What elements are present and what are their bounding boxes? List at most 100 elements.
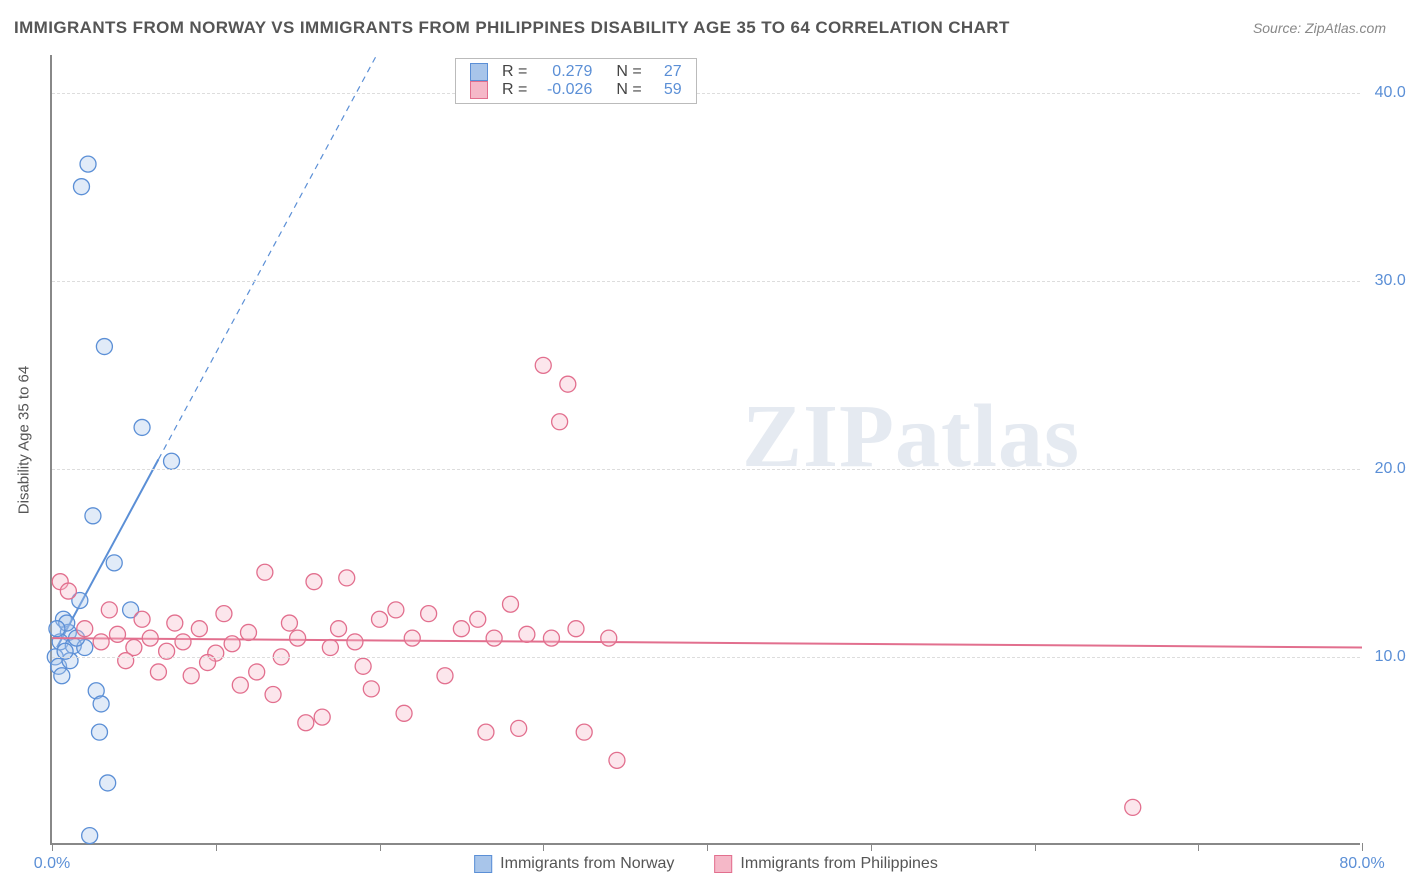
- legend-swatch: [470, 63, 488, 81]
- data-point: [453, 621, 469, 637]
- data-point: [363, 681, 379, 697]
- data-point: [339, 570, 355, 586]
- y-tick-label: 40.0%: [1375, 84, 1406, 102]
- data-point: [511, 720, 527, 736]
- data-point: [101, 602, 117, 618]
- data-point: [241, 624, 257, 640]
- data-point: [142, 630, 158, 646]
- data-point: [568, 621, 584, 637]
- data-point: [224, 636, 240, 652]
- data-point: [134, 419, 150, 435]
- data-point: [609, 752, 625, 768]
- legend-r-label: R =: [502, 81, 527, 99]
- legend-swatch: [470, 81, 488, 99]
- plot-area: ZIPatlas 10.0%20.0%30.0%40.0%0.0%80.0%Im…: [50, 55, 1360, 845]
- data-point: [543, 630, 559, 646]
- x-tick-label: 80.0%: [1339, 855, 1384, 873]
- data-point: [437, 668, 453, 684]
- legend-r-value: 0.279: [537, 63, 592, 81]
- data-point: [306, 574, 322, 590]
- chart-svg: [52, 55, 1360, 843]
- x-tick: [1198, 843, 1199, 851]
- data-point: [355, 658, 371, 674]
- data-point: [314, 709, 330, 725]
- data-point: [560, 376, 576, 392]
- data-point: [85, 508, 101, 524]
- data-point: [404, 630, 420, 646]
- legend-swatch: [714, 855, 732, 873]
- data-point: [331, 621, 347, 637]
- data-point: [503, 596, 519, 612]
- legend-row: R =-0.026N =59: [470, 81, 682, 99]
- data-point: [80, 156, 96, 172]
- data-point: [77, 621, 93, 637]
- data-point: [150, 664, 166, 680]
- data-point: [91, 724, 107, 740]
- data-point: [106, 555, 122, 571]
- data-point: [118, 653, 134, 669]
- legend-r-label: R =: [502, 63, 527, 81]
- gridline-h: [52, 93, 1360, 94]
- x-tick: [380, 843, 381, 851]
- data-point: [421, 606, 437, 622]
- data-point: [298, 715, 314, 731]
- legend-r-value: -0.026: [537, 81, 592, 99]
- data-point: [478, 724, 494, 740]
- legend-swatch: [474, 855, 492, 873]
- y-tick-label: 20.0%: [1375, 460, 1406, 478]
- data-point: [535, 357, 551, 373]
- x-tick-label: 0.0%: [34, 855, 70, 873]
- data-point: [96, 339, 112, 355]
- data-point: [257, 564, 273, 580]
- legend-series-label: Immigrants from Norway: [500, 855, 674, 873]
- data-point: [93, 696, 109, 712]
- data-point: [175, 634, 191, 650]
- data-point: [100, 775, 116, 791]
- data-point: [290, 630, 306, 646]
- data-point: [576, 724, 592, 740]
- data-point: [60, 583, 76, 599]
- data-point: [191, 621, 207, 637]
- y-tick-label: 10.0%: [1375, 648, 1406, 666]
- data-point: [49, 621, 65, 637]
- data-point: [134, 611, 150, 627]
- data-point: [54, 668, 70, 684]
- data-point: [82, 828, 98, 844]
- x-tick: [543, 843, 544, 851]
- data-point: [486, 630, 502, 646]
- x-tick: [871, 843, 872, 851]
- legend-n-value: 27: [652, 63, 682, 81]
- data-point: [1125, 799, 1141, 815]
- data-point: [265, 687, 281, 703]
- data-point: [552, 414, 568, 430]
- data-point: [93, 634, 109, 650]
- x-tick: [52, 843, 53, 851]
- x-tick: [1035, 843, 1036, 851]
- data-point: [183, 668, 199, 684]
- legend-n-label: N =: [616, 63, 641, 81]
- data-point: [322, 640, 338, 656]
- data-point: [216, 606, 232, 622]
- gridline-h: [52, 469, 1360, 470]
- chart-title: IMMIGRANTS FROM NORWAY VS IMMIGRANTS FRO…: [14, 18, 1010, 38]
- data-point: [281, 615, 297, 631]
- data-point: [601, 630, 617, 646]
- y-tick-label: 30.0%: [1375, 272, 1406, 290]
- legend-series-label: Immigrants from Philippines: [740, 855, 937, 873]
- data-point: [388, 602, 404, 618]
- x-tick: [1362, 843, 1363, 851]
- legend-series-item: Immigrants from Philippines: [714, 855, 937, 873]
- gridline-h: [52, 657, 1360, 658]
- source-attribution: Source: ZipAtlas.com: [1253, 20, 1386, 36]
- data-point: [249, 664, 265, 680]
- data-point: [110, 626, 126, 642]
- data-point: [470, 611, 486, 627]
- x-tick: [216, 843, 217, 851]
- legend-series-item: Immigrants from Norway: [474, 855, 674, 873]
- legend-series: Immigrants from Norway Immigrants from Ph…: [474, 855, 938, 873]
- legend-row: R = 0.279 N = 27: [470, 63, 682, 81]
- data-point: [164, 453, 180, 469]
- gridline-h: [52, 281, 1360, 282]
- x-tick: [707, 843, 708, 851]
- data-point: [347, 634, 363, 650]
